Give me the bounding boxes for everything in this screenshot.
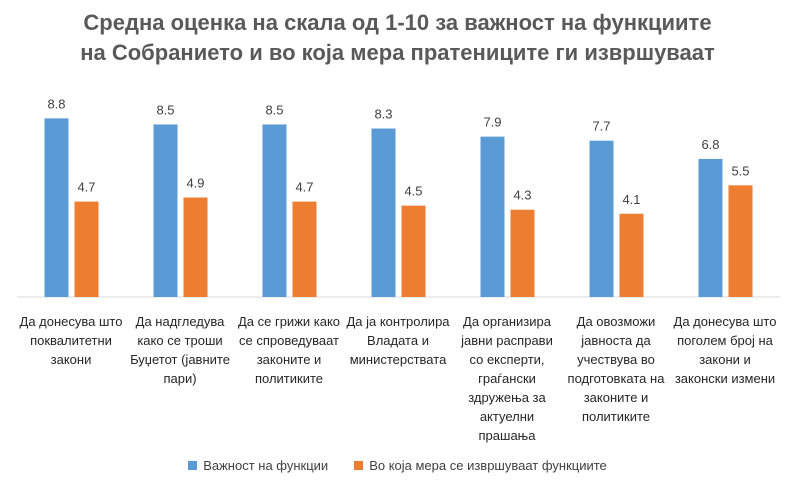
data-label-series-2-category-4: 4.5 <box>404 184 422 199</box>
data-label-series-2-category-2: 4.9 <box>186 176 204 191</box>
bar-series-1-category-7 <box>698 158 723 297</box>
category-label-3: Да се грижи како се спроведуваат законит… <box>237 314 341 386</box>
bar-series-1-category-5 <box>480 136 505 297</box>
category-label-2: Да надгледува како се троши Буџетот (јав… <box>130 314 230 386</box>
data-label-series-2-category-6: 4.1 <box>622 192 640 207</box>
bar-series-1-category-2 <box>153 124 178 297</box>
bar-series-2-category-1 <box>74 201 99 297</box>
bar-series-2-category-7 <box>728 185 753 297</box>
chart-title-line-1: Средна оценка на скала од 1-10 за важнос… <box>83 10 712 35</box>
legend-swatch-blue <box>188 461 198 470</box>
data-label-series-2-category-7: 5.5 <box>731 163 749 178</box>
legend-item-performance: Во која мера се извршуваат функциите <box>354 458 607 473</box>
data-label-series-1-category-4: 8.3 <box>374 107 392 122</box>
category-label-4: Да ја контролира Владата и министерстват… <box>346 314 450 367</box>
bar-series-2-category-5 <box>510 209 535 297</box>
bar-series-1-category-4 <box>371 128 396 297</box>
data-label-series-1-category-7: 6.8 <box>701 137 719 152</box>
category-label-6: Да овозможи јавноста да учествува во под… <box>567 314 665 424</box>
bar-series-1-category-1 <box>44 118 69 297</box>
legend-item-importance: Важност на функции <box>188 458 328 473</box>
bar-series-2-category-4 <box>401 205 426 297</box>
data-label-series-2-category-5: 4.3 <box>513 188 531 203</box>
data-label-series-2-category-1: 4.7 <box>77 180 95 195</box>
category-label-7: Да донесува што поголем број на закони и… <box>673 314 777 386</box>
category-label-1: Да донесува што поквалитетни закони <box>19 314 123 367</box>
data-label-series-2-category-3: 4.7 <box>295 180 313 195</box>
chart-title: Средна оценка на скала од 1-10 за важнос… <box>0 8 795 68</box>
legend-label-importance: Важност на функции <box>203 458 329 473</box>
bar-series-2-category-6 <box>619 213 644 297</box>
data-label-series-1-category-5: 7.9 <box>483 115 501 130</box>
bar-series-1-category-3 <box>262 124 287 297</box>
category-label-5: Да организира јавни расправи со експерти… <box>461 314 553 443</box>
data-label-series-1-category-1: 8.8 <box>47 96 65 111</box>
bar-series-2-category-3 <box>292 201 317 297</box>
data-label-series-1-category-6: 7.7 <box>592 119 610 134</box>
legend-swatch-orange <box>354 461 364 470</box>
bar-series-1-category-6 <box>589 140 614 297</box>
bar-series-2-category-2 <box>183 197 208 297</box>
legend: Важност на функции Во која мера се изврш… <box>0 458 795 473</box>
legend-label-performance: Во која мера се извршуваат функциите <box>369 458 607 473</box>
data-label-series-1-category-2: 8.5 <box>156 102 174 117</box>
data-label-series-1-category-3: 8.5 <box>265 102 283 117</box>
chart-title-line-2: на Собранието и во која мера пратениците… <box>80 40 715 65</box>
